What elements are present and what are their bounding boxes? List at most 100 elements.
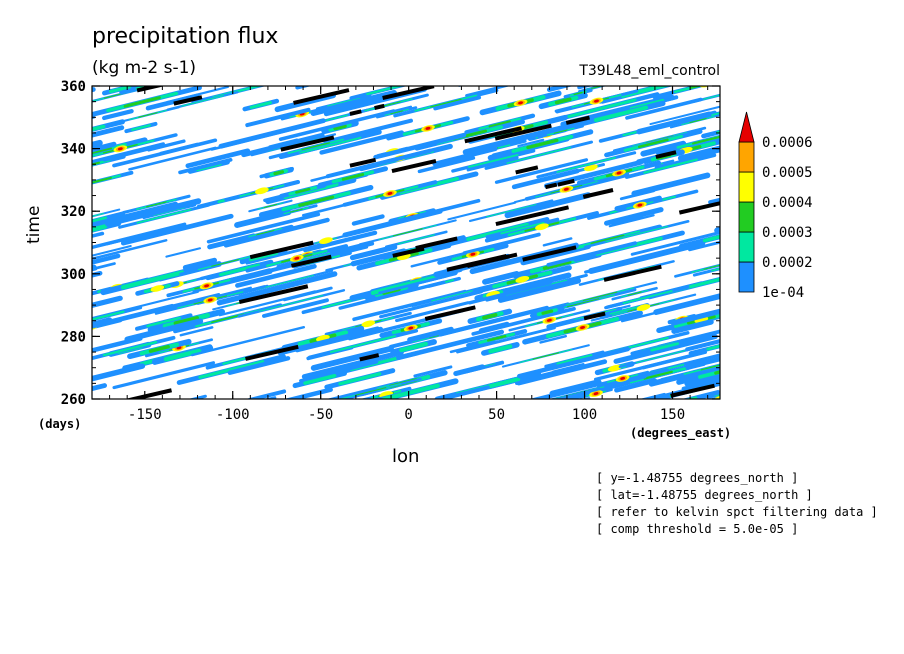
precip-streak <box>584 261 622 274</box>
precip-streak <box>462 120 582 155</box>
precip-streak <box>648 363 720 387</box>
precip-streak <box>92 253 121 265</box>
precip-streak <box>301 197 369 217</box>
precip-streak <box>383 405 402 410</box>
precip-streak <box>92 224 108 232</box>
precip-streak <box>556 354 593 365</box>
precip-streak <box>181 95 224 107</box>
precip-streak <box>511 168 580 190</box>
precip-core <box>518 101 524 105</box>
precip-streak <box>310 90 397 116</box>
precip-field <box>27 69 769 410</box>
precip-streak <box>147 86 151 87</box>
precip-streak <box>577 86 593 90</box>
precip-streak <box>413 365 453 378</box>
precip-streak <box>92 158 111 166</box>
x-tick-label: -150 <box>128 407 162 423</box>
precip-streak <box>92 239 168 261</box>
precip-streak <box>61 130 89 137</box>
precip-streak <box>686 72 722 81</box>
kelvin-segment <box>464 126 522 144</box>
precip-streak <box>625 97 703 120</box>
precip-streak <box>27 376 78 389</box>
precip-streak <box>190 325 306 357</box>
precip-streak <box>148 345 170 353</box>
precip-streak <box>556 156 617 173</box>
precip-streak <box>728 341 769 351</box>
precip-streak <box>438 305 550 337</box>
precip-streak <box>486 334 507 342</box>
precip-streak <box>466 222 529 241</box>
precip-streak <box>128 146 217 171</box>
precip-streak <box>546 241 637 267</box>
precip-streak <box>92 295 123 309</box>
precip-streak <box>166 86 229 104</box>
kelvin-segment <box>391 158 437 174</box>
precip-streak <box>295 86 312 90</box>
precip-streak <box>466 156 519 172</box>
precip-streak <box>515 368 571 385</box>
precip-streak <box>637 138 669 149</box>
precip-streak <box>349 244 398 261</box>
precip-streak <box>179 326 214 337</box>
precip-streak <box>629 98 665 110</box>
precip-streak <box>556 387 606 399</box>
y-tick-label: 260 <box>61 392 86 408</box>
precip-core <box>636 304 651 311</box>
precip-streak <box>681 377 720 391</box>
x-axis-unit: (degrees_east) <box>630 426 732 440</box>
chart-units: (kg m-2 s-1) <box>92 58 197 78</box>
precip-streak <box>263 203 278 209</box>
precip-core <box>408 326 414 330</box>
precip-streak <box>676 369 720 385</box>
precip-streak <box>373 132 467 160</box>
precip-streak <box>609 212 644 226</box>
precip-streak <box>136 208 192 224</box>
precip-streak <box>468 153 519 168</box>
precip-streak <box>593 350 707 382</box>
precip-streak <box>650 342 680 352</box>
precip-streak <box>542 237 573 247</box>
precip-streak <box>109 86 132 94</box>
precip-streak <box>539 334 567 344</box>
precip-streak <box>218 263 260 277</box>
precip-streak <box>716 130 720 134</box>
precip-streak <box>465 86 511 97</box>
precip-streak <box>67 295 85 300</box>
y-tick-label: 360 <box>61 79 86 95</box>
precip-streak <box>92 119 125 132</box>
precip-streak <box>688 343 720 356</box>
precip-streak <box>146 316 182 328</box>
x-axis-label: lon <box>392 446 420 467</box>
precip-streak <box>338 372 382 386</box>
precip-streak <box>92 336 143 353</box>
precip-streak <box>673 86 704 94</box>
precip-core <box>71 117 86 126</box>
precip-streak <box>92 303 175 329</box>
kelvin-segment <box>515 165 539 175</box>
precip-streak <box>649 105 720 126</box>
precip-core <box>616 171 622 175</box>
precip-streak <box>494 158 589 184</box>
kelvin-segment <box>349 157 377 168</box>
precip-core <box>255 187 269 195</box>
kelvin-segment <box>544 182 558 190</box>
precip-streak <box>593 105 649 123</box>
precip-streak <box>329 335 397 354</box>
kelvin-segment <box>245 344 299 361</box>
colorbar-swatch <box>738 231 755 263</box>
precip-streak <box>262 298 329 318</box>
kelvin-segment <box>136 86 166 93</box>
precip-streak <box>342 208 443 238</box>
precip-streak <box>597 69 652 83</box>
precip-streak <box>719 398 754 407</box>
precip-streak <box>643 158 698 174</box>
precip-streak <box>124 318 204 343</box>
precip-streak <box>351 214 385 226</box>
precip-streak <box>69 119 88 124</box>
y-tick-label: 280 <box>61 329 86 345</box>
precip-streak <box>178 157 233 175</box>
precip-streak <box>726 103 752 110</box>
precip-streak <box>700 364 720 371</box>
precip-streak <box>640 140 687 157</box>
